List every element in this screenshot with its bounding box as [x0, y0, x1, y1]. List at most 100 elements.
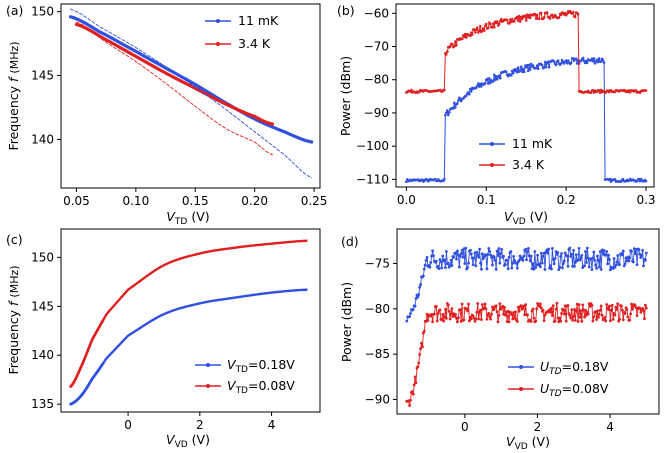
chart-panel-d: 0 2 4 −90 −85 −80 −75 VVD (V) Power (dBm) UTD…	[339, 228, 660, 452]
data-point-3p4k	[539, 11, 543, 15]
data-point-utd-008	[411, 392, 415, 396]
data-point-utd-008	[548, 308, 551, 312]
legend-marker-3p4k	[216, 42, 220, 46]
data-point-3p4k	[576, 13, 580, 16]
data-point-utd-008	[483, 302, 487, 306]
data-point-utd-008	[580, 319, 584, 323]
data-point-3p4k	[509, 20, 513, 24]
data-point-utd-008	[604, 319, 608, 323]
data-point-utd-008	[598, 308, 602, 312]
y-tick-label: 145	[31, 69, 54, 83]
data-point-utd-018	[467, 261, 470, 265]
data-point-utd-008	[643, 303, 647, 307]
data-point-3p4k	[478, 24, 482, 28]
data-point-11mk	[476, 82, 480, 85]
data-point-utd-018	[550, 267, 553, 271]
data-point-utd-018	[540, 261, 544, 265]
data-point-utd-018	[515, 262, 518, 265]
x-tick-label: 0.3	[636, 193, 655, 207]
data-point-utd-018	[417, 293, 421, 296]
data-point-utd-008	[595, 318, 598, 321]
data-point-utd-008	[410, 390, 414, 394]
data-point-11mk	[460, 99, 463, 103]
data-point-utd-008	[639, 310, 643, 314]
data-point-utd-018	[444, 266, 447, 270]
data-point-11mk	[446, 109, 449, 112]
data-point-3p4k	[492, 26, 496, 29]
series-line-vtd-008	[69, 239, 308, 388]
data-point-utd-018	[480, 252, 484, 256]
data-point-3p4k	[520, 17, 524, 21]
data-point-utd-018	[529, 254, 533, 258]
data-point-11mk	[595, 58, 599, 62]
data-point-utd-018	[492, 256, 496, 259]
data-point-11mk	[564, 59, 568, 62]
data-point-3p4k	[542, 16, 546, 19]
data-point-utd-008	[484, 307, 488, 311]
data-point-utd-018	[531, 262, 535, 265]
data-point-11mk	[590, 57, 594, 60]
data-point-utd-008	[621, 318, 625, 322]
data-point-utd-008	[488, 315, 492, 319]
data-point-utd-018	[572, 249, 575, 252]
x-tick-label: 0.1	[477, 193, 496, 207]
data-point-utd-008	[620, 304, 623, 308]
y-tick-label: 140	[31, 348, 54, 362]
data-point-11mk	[601, 59, 605, 62]
data-point-utd-018	[520, 256, 524, 260]
legend-marker-vtd-018	[206, 363, 210, 367]
data-point-utd-008	[434, 304, 438, 308]
legend-label-utd-008: UTD=0.08V	[540, 381, 609, 399]
data-point-utd-008	[562, 312, 566, 316]
data-point-3p4k	[644, 89, 648, 92]
data-point-utd-008	[517, 309, 521, 313]
x-tick-label: 0.10	[122, 194, 149, 208]
data-point-11mk	[596, 60, 600, 64]
y-tick-label: −100	[356, 139, 389, 153]
series-line-3p4k	[406, 10, 647, 94]
panel-c-legend: VTD=0.18V VTD=0.08V	[195, 357, 295, 396]
data-point-utd-018	[422, 267, 426, 271]
data-point-utd-018	[474, 264, 478, 268]
data-point-utd-008	[605, 303, 609, 306]
legend-label-vtd-008: VTD=0.08V	[227, 378, 295, 396]
panel-c-yticks: 135 140 145 150	[31, 250, 61, 411]
data-point-3p4k	[475, 26, 479, 30]
data-point-utd-008	[513, 317, 516, 320]
data-point-3p4k	[491, 22, 495, 25]
data-point-11mk	[469, 90, 473, 93]
data-point-utd-018	[614, 263, 618, 267]
data-point-utd-008	[620, 308, 624, 312]
data-point-utd-018	[620, 253, 624, 257]
data-point-utd-008	[524, 303, 528, 307]
data-point-utd-018	[460, 249, 464, 252]
y-tick-label: −90	[364, 106, 389, 120]
data-point-utd-008	[599, 304, 603, 308]
data-point-11mk	[574, 57, 578, 60]
data-point-utd-018	[421, 274, 425, 278]
data-point-utd-008	[444, 307, 447, 311]
legend-marker-utd-008	[519, 387, 523, 391]
data-point-utd-008	[608, 319, 612, 323]
legend-marker-utd-018	[519, 365, 523, 369]
data-point-11mk	[498, 76, 502, 80]
data-point-11mk	[554, 63, 558, 67]
data-point-utd-018	[408, 315, 411, 319]
data-point-3p4k	[499, 17, 503, 21]
panel-b-yticks: −110 −100 −90 −80 −70 −60	[356, 6, 396, 186]
data-point-11mk	[543, 60, 547, 64]
data-point-11mk	[445, 111, 448, 115]
data-point-11mk	[597, 57, 601, 60]
data-point-utd-018	[533, 250, 537, 253]
data-point-utd-008	[572, 315, 575, 318]
data-point-11mk	[518, 69, 522, 72]
data-point-utd-018	[573, 264, 576, 268]
data-point-utd-008	[447, 309, 451, 313]
series-line-utd-008	[406, 301, 647, 406]
data-point-utd-008	[542, 319, 546, 323]
data-point-3p4k	[490, 25, 494, 29]
data-point-utd-018	[604, 253, 608, 257]
data-point-utd-008	[597, 315, 600, 319]
data-point-utd-018	[472, 256, 476, 260]
data-point-utd-018	[425, 255, 429, 259]
